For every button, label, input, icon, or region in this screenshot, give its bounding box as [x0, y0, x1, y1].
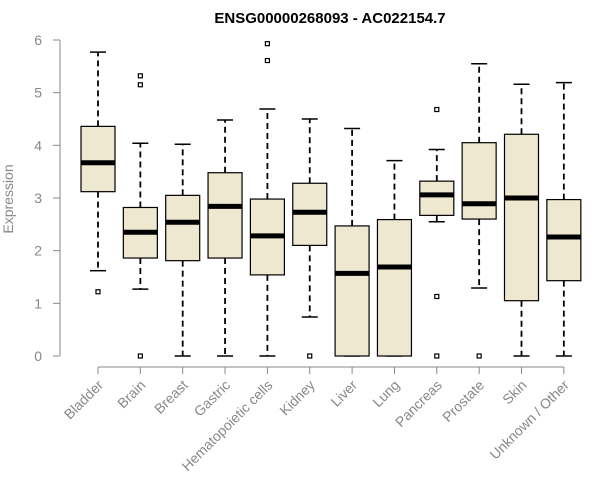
x-tick-label: Pancreas: [392, 377, 445, 430]
box-group: [249, 41, 285, 357]
plot-area: [80, 41, 582, 359]
outlier-point: [95, 289, 101, 295]
y-axis: 0 1 2 3 4 5 6: [34, 32, 61, 364]
outlier-point: [264, 57, 270, 64]
iqr-box: [546, 198, 582, 282]
iqr-box: [419, 180, 455, 216]
box-group: [503, 83, 540, 357]
outlier-point: [137, 353, 143, 359]
x-tick-label: Kidney: [276, 377, 318, 419]
iqr-box: [376, 218, 413, 357]
x-tick-label: Brain: [114, 377, 148, 411]
y-axis-label: Expression: [0, 164, 16, 233]
x-tick-label: Breast: [151, 377, 191, 417]
box-group: [165, 143, 201, 357]
box-group: [292, 118, 328, 359]
x-tick-label: Unknown / Other: [486, 377, 572, 463]
x-tick-label: Lung: [369, 377, 402, 410]
x-tick-label: Liver: [327, 377, 360, 410]
outlier-point: [307, 353, 313, 359]
outlier-point: [264, 41, 270, 47]
outlier-point: [434, 106, 440, 113]
outlier-point: [434, 293, 440, 300]
outlier-point: [476, 353, 482, 359]
chart-title: ENSG00000268093 - AC022154.7: [214, 10, 445, 27]
x-tick-label: Bladder: [61, 377, 107, 423]
y-tick-label: 2: [34, 243, 42, 259]
outlier-point: [434, 353, 440, 359]
outlier-point: [137, 82, 143, 88]
iqr-box: [80, 125, 116, 193]
iqr-box: [503, 133, 540, 302]
y-tick-label: 3: [34, 190, 42, 206]
outlier-point: [137, 73, 143, 79]
box-group: [376, 159, 413, 357]
y-tick-label: 4: [34, 137, 42, 153]
y-tick-label: 1: [34, 295, 42, 311]
iqr-box: [334, 225, 370, 357]
box-group: [122, 73, 158, 359]
iqr-box: [165, 194, 201, 262]
x-tick-label: Skin: [499, 377, 530, 408]
y-tick-label: 0: [34, 348, 42, 364]
y-tick-label: 6: [34, 32, 42, 48]
box-group: [80, 51, 116, 295]
box-group: [461, 62, 497, 359]
iqr-box: [207, 172, 243, 259]
box-group: [207, 119, 243, 357]
y-tick-label: 5: [34, 85, 42, 101]
box-group: [334, 127, 370, 357]
x-tick-label: Prostate: [439, 377, 487, 425]
iqr-box: [461, 142, 497, 220]
box-group: [419, 106, 455, 359]
box-group: [546, 81, 582, 357]
